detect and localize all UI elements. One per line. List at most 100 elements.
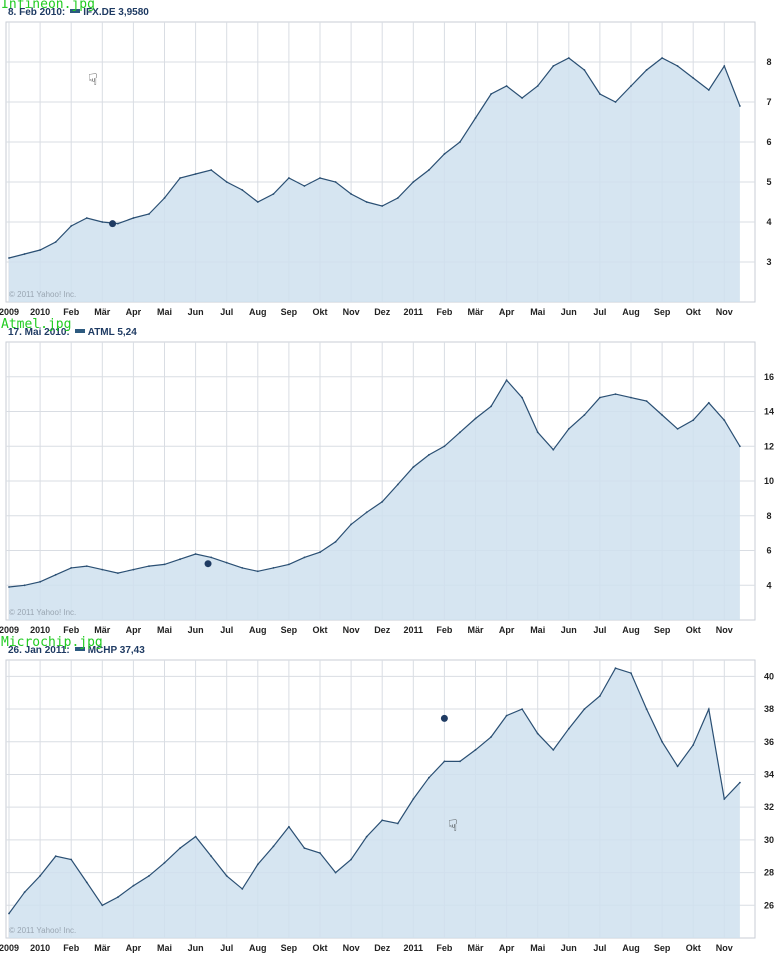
atmel-data-point [365, 511, 368, 514]
microchip-x-tick-label: Nov [343, 943, 360, 953]
microchip-data-point [676, 765, 679, 768]
atmel-quote-header: 17. Mai 2010: ATML 5,24 [8, 327, 137, 338]
atmel-x-tick-label: Aug [249, 625, 267, 635]
microchip-data-point [645, 708, 648, 710]
infineon-data-point [567, 57, 570, 59]
microchip-chart-panel: 2009 2010 Feb Mär Apr Mai Jun Jul Aug Sep Okt Nov De… [0, 635, 776, 956]
microchip-data-point [614, 667, 617, 670]
atmel-chart: 2009 2010 Feb Mär Apr Mai Jun Jul Aug Sep Okt Nov De… [0, 341, 774, 635]
infineon-x-tick-label: Mai [530, 307, 545, 317]
infineon-x-tick-label: 2011 [404, 307, 424, 317]
infineon-data-point [8, 257, 10, 259]
infineon-y-tick-label: 7 [766, 97, 771, 107]
infineon-x-tick-label: Jun [561, 307, 577, 317]
atmel-data-point [23, 584, 26, 587]
microchip-data-point [396, 822, 399, 825]
microchip-x-tick-label: Jul [593, 943, 606, 953]
atmel-y-tick-label: 8 [766, 511, 771, 521]
infineon-data-point [210, 169, 213, 171]
atmel-data-point [739, 445, 741, 448]
atmel-data-point [583, 414, 586, 416]
infineon-x-tick-label: Nov [716, 307, 733, 317]
microchip-data-point [319, 852, 321, 854]
microchip-data-point [552, 749, 555, 751]
infineon-data-point [381, 205, 384, 207]
infineon-file-label: Infineon.jpg [1, 0, 95, 12]
atmel-x-tick-label: Feb [436, 625, 453, 635]
microchip-x-tick-label: Jul [220, 943, 233, 953]
atmel-data-point [614, 393, 617, 395]
atmel-data-point [536, 431, 539, 434]
atmel-data-point [256, 570, 259, 573]
microchip-y-tick-label: 38 [764, 704, 774, 714]
atmel-x-tick-label: Jun [561, 625, 577, 635]
atmel-y-tick-label: 14 [764, 407, 774, 417]
microchip-data-point [23, 891, 26, 894]
atmel-data-point [54, 573, 57, 576]
microchip-x-tick-label: Mär [94, 943, 111, 953]
atmel-x-tick-label: Sep [654, 625, 671, 635]
microchip-y-tick-label: 30 [764, 835, 774, 845]
microchip-file-label: Microchip.jpg [1, 635, 103, 650]
microchip-x-tick-label: Okt [312, 943, 327, 953]
microchip-x-tick-label: Aug [622, 943, 640, 953]
infineon-data-point [256, 201, 259, 203]
infineon-data-point [39, 249, 41, 251]
microchip-data-point [272, 845, 275, 848]
atmel-data-point [723, 419, 726, 422]
atmel-x-tick-label: Dez [374, 625, 391, 635]
atmel-data-point [70, 567, 73, 569]
infineon-data-point [319, 177, 321, 179]
atmel-x-tick-label: Apr [499, 625, 515, 635]
atmel-data-point [692, 419, 695, 422]
microchip-data-point [241, 888, 244, 890]
atmel-x-tick-label: Apr [126, 625, 142, 635]
infineon-data-point [365, 201, 368, 203]
infineon-data-point [148, 213, 150, 215]
atmel-data-point [505, 379, 508, 382]
microchip-x-tick-label: Feb [63, 943, 80, 953]
atmel-data-point [521, 396, 523, 399]
microchip-data-point [567, 727, 570, 730]
atmel-y-tick-label: 12 [764, 441, 774, 451]
microchip-x-tick-label: Mai [530, 943, 545, 953]
atmel-data-point [490, 405, 492, 408]
atmel-x-tick-label: Jun [188, 625, 204, 635]
infineon-data-point [70, 225, 73, 227]
microchip-data-point [148, 875, 150, 877]
infineon-data-point [179, 177, 182, 179]
microchip-data-point [117, 896, 119, 898]
atmel-data-point [443, 445, 446, 448]
atmel-data-point [630, 396, 632, 399]
microchip-data-point [334, 871, 337, 874]
atmel-x-tick-label: 2010 [30, 625, 50, 635]
infineon-data-point [630, 85, 632, 87]
microchip-data-point [381, 819, 384, 822]
infineon-x-tick-label: Mär [94, 307, 111, 317]
microchip-copyright: © 2011 Yahoo! Inc. [9, 926, 76, 935]
atmel-data-point [39, 580, 41, 583]
infineon-data-point [396, 197, 399, 199]
atmel-chart-panel: 2009 2010 Feb Mär Apr Mai Jun Jul Aug Sep Okt Nov De… [0, 317, 776, 638]
microchip-data-point [474, 749, 477, 751]
atmel-x-tick-label: Feb [63, 625, 80, 635]
atmel-data-point [381, 500, 384, 503]
atmel-x-tick-label: Jul [220, 625, 233, 635]
atmel-x-tick-label: Sep [281, 625, 298, 635]
microchip-chart: 2009 2010 Feb Mär Apr Mai Jun Jul Aug Sep Okt Nov De… [0, 659, 774, 953]
atmel-x-tick-label: Mai [530, 625, 545, 635]
microchip-data-point [54, 855, 57, 858]
microchip-x-tick-label: Okt [686, 943, 701, 953]
microchip-quote-symbol: MCHP 37,43 [87, 645, 145, 656]
infineon-data-point [101, 221, 104, 223]
microchip-data-point [490, 736, 492, 738]
infineon-area-fill [9, 58, 740, 302]
infineon-data-point [707, 89, 710, 91]
atmel-data-point [85, 565, 88, 567]
atmel-hover-marker [204, 560, 212, 568]
atmel-file-label: Atmel.jpg [1, 317, 72, 332]
infineon-data-point [272, 193, 275, 195]
microchip-data-point [365, 835, 368, 838]
infineon-data-point [85, 217, 88, 219]
microchip-data-point [39, 875, 41, 877]
